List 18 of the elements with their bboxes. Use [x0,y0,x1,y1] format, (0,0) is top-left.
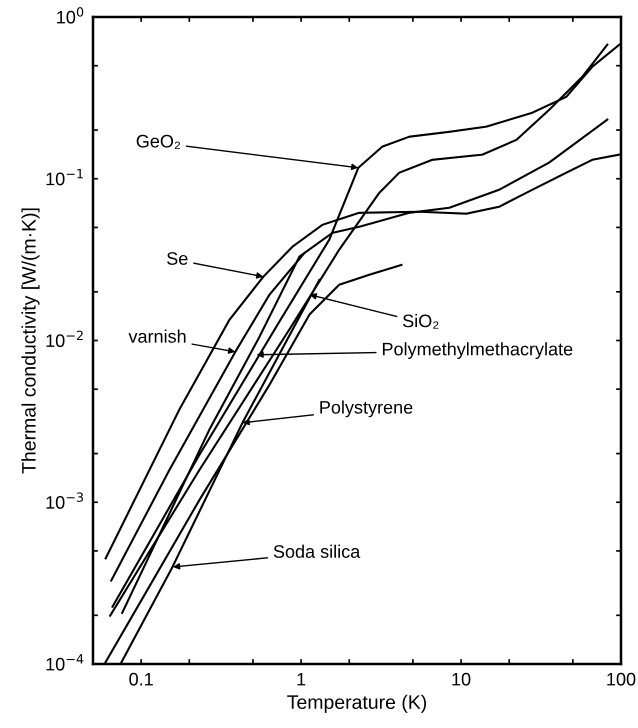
y-tick-label: 10$^{−1}$ [46,169,83,186]
annotation: varnish [128,330,186,343]
annotation: Polystyrene [320,400,412,418]
y-tick-label: 10$^{0}$ [57,7,84,24]
y-tick-label: 10$^{−4}$ [46,654,84,671]
annotation: Se [167,252,188,265]
y-tick-label: 10$^{−3}$ [46,492,83,509]
y-axis-title: Thermal conductivity [W/(m·K)] [21,208,40,474]
x-tick-label: 100 [607,672,636,686]
x-tick-label: 0.1 [129,672,153,686]
y-tick-label: 10$^{−2}$ [46,330,83,348]
x-tick-label: 1 [297,672,306,686]
annotation: GeO₂ [136,134,180,149]
x-tick-label: 10 [452,672,470,686]
annotation: Soda silica [274,544,360,558]
annotation: SiO₂ [402,314,438,329]
x-axis-title: Temperature (K) [287,694,426,713]
annotation: Polymethylmethacrylate [382,342,572,360]
